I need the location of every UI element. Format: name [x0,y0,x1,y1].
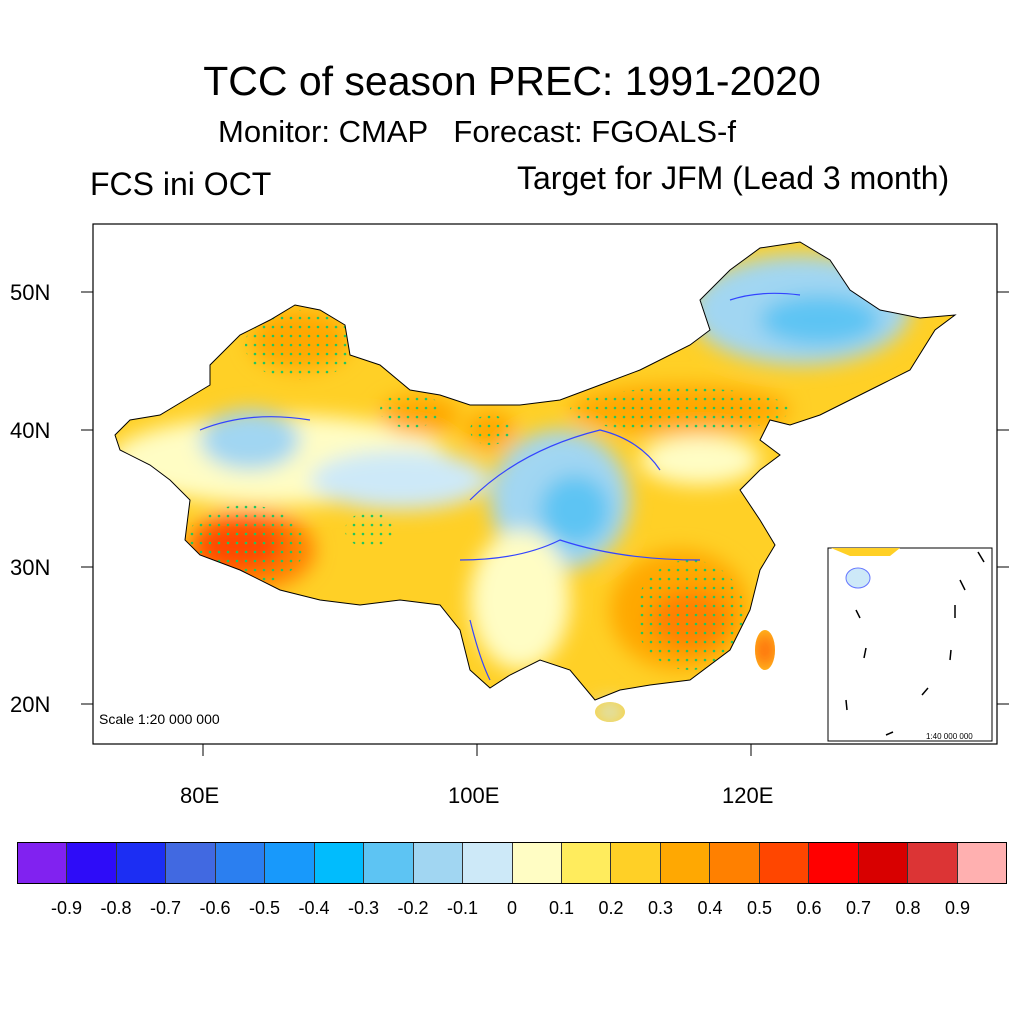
colorbar-label: 0 [506,898,518,918]
map-frame [92,223,998,745]
colorbar-swatch [116,843,167,883]
lon-label: 100E [448,783,500,808]
colorbar-label: -0.1 [446,898,479,918]
colorbar-label: -0.7 [149,898,182,918]
colorbar-swatch [908,843,958,883]
figure-subtitle: Monitor: CMAP Forecast: FGOALS-f [218,114,736,149]
colorbar-swatch [364,843,414,883]
left-label: FCS ini OCT [90,166,272,202]
colorbar-label: 0.4 [697,898,723,918]
south-china-sea-inset [827,547,993,742]
colorbar-label: -0.5 [248,898,281,918]
colorbar-swatch [759,843,810,883]
lon-label: 120E [722,783,774,808]
colorbar-swatch [413,843,464,883]
colorbar-swatch [858,843,909,883]
colorbar-swatch [18,843,68,883]
lat-label: 30N [10,555,51,580]
colorbar-swatch [561,843,612,883]
colorbar-label: 0.1 [548,898,575,918]
colorbar-label: -0.3 [347,898,380,918]
colorbar-label: -0.4 [298,898,330,918]
map-scale: Scale 1:20 000 000 [99,711,220,727]
colorbar-swatch [710,843,760,883]
colorbar-label: -0.9 [50,898,83,918]
colorbar-label: -0.2 [397,898,429,918]
colorbar-swatch [463,843,513,883]
colorbar-label: 0.6 [796,898,822,918]
colorbar-swatch [660,843,711,883]
inset-scale: 1:40 000 000 [926,732,973,741]
colorbar-swatch [215,843,266,883]
colorbar-label: -0.8 [100,898,132,918]
right-label: Target for JFM (Lead 3 month) [517,160,950,196]
colorbar-label: 0.7 [845,898,872,918]
lat-label: 20N [10,692,51,717]
colorbar-label: 0.8 [895,898,921,918]
axis-ticks [81,291,1009,756]
rivers [199,292,801,681]
colorbar-label: 0.3 [647,898,674,918]
colorbar-swatch [957,843,1007,883]
figure-title: TCC of season PREC: 1991-2020 [203,58,821,104]
colorbar-swatch [166,843,216,883]
lat-label: 40N [10,418,51,443]
colorbar-label: 0.2 [598,898,624,918]
colorbar-label: 0.9 [944,898,971,918]
colorbar-swatch [512,843,562,883]
lat-label: 50N [10,280,51,305]
colorbar-swatch [314,843,365,883]
colorbar-swatch [67,843,117,883]
colorbar-label: 0.5 [746,898,773,918]
lon-label: 80E [180,783,220,808]
colorbar-swatch [265,843,315,883]
colorbar [17,842,1007,884]
colorbar-label: -0.6 [199,898,231,918]
colorbar-swatch [809,843,859,883]
colorbar-swatch [611,843,661,883]
